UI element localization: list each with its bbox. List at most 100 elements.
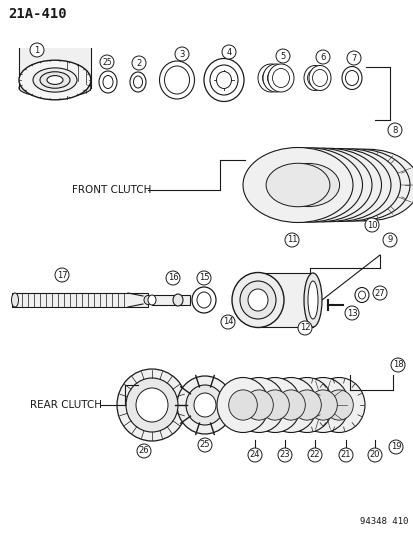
Circle shape (275, 49, 289, 63)
Circle shape (277, 448, 291, 462)
Circle shape (388, 440, 402, 454)
Ellipse shape (159, 61, 194, 99)
Ellipse shape (327, 164, 387, 206)
Text: 11: 11 (286, 236, 297, 245)
Circle shape (297, 321, 311, 335)
Ellipse shape (117, 369, 187, 441)
Ellipse shape (40, 72, 70, 88)
Circle shape (166, 271, 180, 285)
Text: 1: 1 (34, 45, 40, 54)
Circle shape (372, 286, 386, 300)
Text: 94348 410: 94348 410 (359, 518, 407, 527)
Ellipse shape (274, 148, 380, 222)
Text: 8: 8 (392, 125, 397, 134)
Text: 13: 13 (346, 309, 356, 318)
Ellipse shape (292, 390, 320, 420)
Circle shape (338, 448, 352, 462)
Ellipse shape (358, 291, 365, 299)
Text: 7: 7 (351, 53, 356, 62)
Ellipse shape (244, 390, 273, 420)
Ellipse shape (173, 294, 183, 306)
Text: 4: 4 (226, 47, 231, 56)
Ellipse shape (209, 65, 237, 95)
Text: 25: 25 (102, 58, 112, 67)
Circle shape (284, 233, 298, 247)
Ellipse shape (247, 289, 267, 311)
Text: REAR CLUTCH: REAR CLUTCH (30, 400, 102, 410)
Ellipse shape (240, 281, 275, 319)
Ellipse shape (312, 377, 364, 432)
Ellipse shape (19, 60, 91, 100)
Text: 2: 2 (136, 59, 141, 68)
Ellipse shape (308, 66, 330, 91)
Text: 15: 15 (198, 273, 209, 282)
Circle shape (137, 444, 151, 458)
Ellipse shape (47, 76, 63, 84)
Ellipse shape (130, 72, 146, 92)
Text: 22: 22 (309, 450, 320, 459)
Circle shape (55, 268, 69, 282)
Text: 16: 16 (167, 273, 178, 282)
Ellipse shape (284, 149, 390, 222)
Circle shape (387, 123, 401, 137)
Text: 18: 18 (392, 360, 402, 369)
Ellipse shape (262, 64, 288, 92)
Circle shape (197, 438, 211, 452)
Text: 6: 6 (320, 52, 325, 61)
Ellipse shape (257, 64, 283, 92)
Ellipse shape (337, 164, 397, 206)
Ellipse shape (266, 163, 329, 207)
Ellipse shape (303, 66, 325, 91)
Ellipse shape (296, 377, 348, 432)
Text: FRONT CLUTCH: FRONT CLUTCH (72, 185, 151, 195)
Text: 10: 10 (366, 221, 376, 230)
Ellipse shape (303, 273, 321, 327)
Ellipse shape (267, 64, 293, 92)
Ellipse shape (280, 377, 332, 432)
Text: 14: 14 (222, 318, 233, 327)
Ellipse shape (204, 59, 243, 101)
Text: 24: 24 (249, 450, 260, 459)
Circle shape (30, 43, 44, 57)
Ellipse shape (312, 69, 327, 86)
Circle shape (221, 45, 235, 59)
Ellipse shape (276, 164, 339, 207)
Circle shape (382, 233, 396, 247)
Ellipse shape (164, 66, 189, 94)
Ellipse shape (197, 292, 211, 308)
Text: 23: 23 (279, 450, 290, 459)
Text: 21A-410: 21A-410 (8, 7, 66, 21)
Ellipse shape (272, 69, 289, 87)
Ellipse shape (216, 377, 268, 432)
Ellipse shape (228, 390, 256, 420)
Ellipse shape (233, 377, 284, 432)
Text: 5: 5 (280, 52, 285, 61)
Circle shape (221, 315, 235, 329)
Text: 3: 3 (179, 50, 184, 59)
Ellipse shape (263, 148, 371, 222)
Text: 27: 27 (374, 288, 385, 297)
Ellipse shape (136, 388, 168, 422)
Bar (19, 48, 91, 88)
Circle shape (100, 55, 114, 69)
Ellipse shape (324, 390, 352, 420)
Ellipse shape (185, 385, 223, 425)
Ellipse shape (295, 149, 399, 221)
Ellipse shape (260, 390, 289, 420)
Ellipse shape (192, 287, 216, 313)
Ellipse shape (286, 164, 349, 206)
Ellipse shape (316, 149, 413, 221)
Circle shape (132, 56, 146, 70)
Ellipse shape (133, 76, 142, 88)
Circle shape (364, 218, 378, 232)
Circle shape (247, 448, 261, 462)
Ellipse shape (19, 79, 91, 97)
Ellipse shape (317, 164, 377, 206)
Ellipse shape (99, 71, 117, 93)
Bar (12, 293, 147, 307)
Circle shape (315, 50, 329, 64)
Circle shape (390, 358, 404, 372)
Circle shape (197, 271, 211, 285)
Ellipse shape (276, 390, 304, 420)
Ellipse shape (177, 376, 233, 434)
